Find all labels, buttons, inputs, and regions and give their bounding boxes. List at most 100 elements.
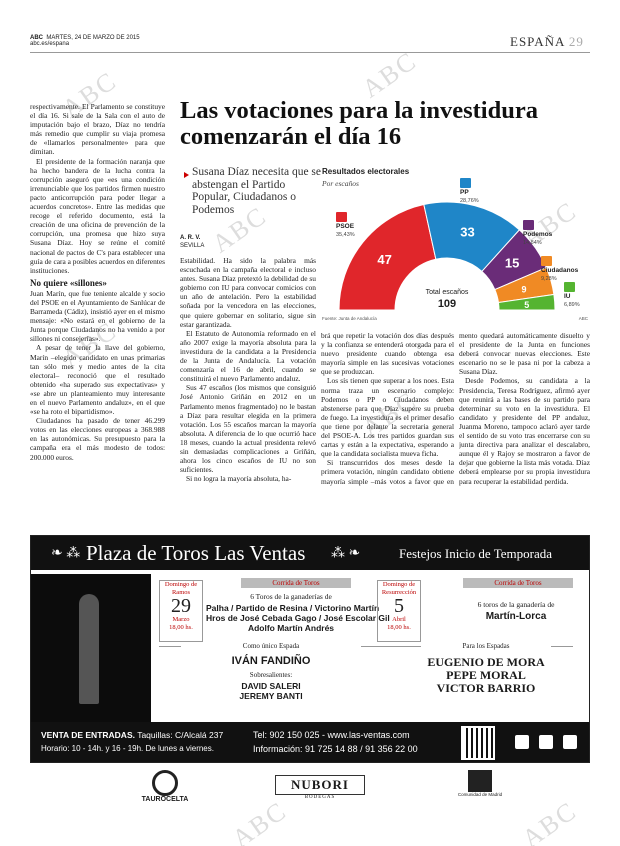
seat-arc (338, 203, 437, 311)
url: abc.es/espana (30, 41, 70, 47)
month: Marzo (172, 616, 190, 623)
article-column: Estabilidad. Ha sido la palabra más escu… (180, 256, 316, 486)
ranches: Palha / Partido de Resina / Victorino Ma… (206, 603, 390, 633)
seat-chart: Resultados electorales Por escaños Fuent… (321, 167, 589, 321)
paragraph: Si no logra la mayoría absoluta, ha- (186, 474, 292, 484)
ranch: Martín-Lorca (485, 611, 547, 622)
seat-label: 5 (524, 300, 529, 310)
party-share: 14,84% (523, 240, 542, 246)
time: 18,00 hs. (169, 623, 193, 631)
qr-code (461, 726, 495, 760)
bullfighter: IVÁN FANDIÑO (231, 655, 311, 667)
page-number: 29 (568, 34, 584, 49)
party-logo (460, 178, 471, 188)
bullfighters: EUGENIO DE MORA PEPE MORAL VICTOR BARRIO (391, 656, 581, 695)
party-share: 35,43% (336, 232, 355, 238)
rule (159, 646, 573, 647)
ornament: ⁂ ❧ (331, 546, 361, 561)
hours: Horario: 10 - 14h. y 16 - 19h. De lunes … (41, 744, 214, 753)
sponsor: Comunidad de Madrid (455, 770, 505, 797)
substitutes-label: Sobresalientes: (249, 671, 293, 679)
chart-subtitle: Por escaños (321, 179, 359, 188)
ornament: ❧ ⁂ (51, 546, 81, 561)
seat-label: 15 (505, 256, 519, 271)
party-share: 28,76% (460, 198, 479, 204)
seat-arc (497, 293, 556, 311)
event-kind: Corrida de Toros (463, 578, 573, 588)
ad-banner (31, 536, 589, 570)
rule (30, 52, 590, 53)
byline: A. R. V. SEVILLA (180, 234, 204, 250)
phone: Tel: 902 150 025 - www.las-ventas.com (253, 730, 410, 740)
paragraph: Si transcurridos dos meses desde la prim… (321, 458, 454, 486)
instagram-icon[interactable] (563, 735, 577, 749)
party-share: 9,28% (541, 276, 557, 282)
subhead: No quiere «sillones» (30, 277, 107, 288)
party-logo (564, 282, 575, 292)
left-column: respectivamente. El Parlamento se consti… (30, 102, 165, 484)
twitter-icon[interactable] (539, 735, 553, 749)
sponsor-name: TAUROCELTA (141, 796, 189, 803)
paragraph: El presidente de la formación naranja qu… (30, 156, 165, 275)
time: 18,00 hs. (387, 623, 411, 631)
article-column: mento quedará automáticamente disuelto y… (459, 331, 590, 486)
info: Información: 91 725 14 88 / 91 356 22 00 (253, 744, 418, 754)
ranch: Hros de José Cebada Gago / José Escolar … (206, 613, 390, 623)
headline: Las votaciones para la investidura comen… (180, 97, 538, 150)
substitute: DAVID SALERI (241, 681, 301, 691)
bullfighter-photo (31, 574, 151, 722)
substitute: JEREMY BANTI (239, 691, 303, 701)
paragraph: El Estatuto de Autonomía reformado en el… (180, 328, 316, 384)
party-name: Podemos (523, 231, 553, 238)
ad-tagline: Festejos Inicio de Temporada (399, 546, 553, 561)
section: ESPAÑA (510, 34, 565, 49)
seat-label: 9 (522, 284, 527, 294)
box-office: Taquillas: C/Alcalá 237 (137, 730, 224, 740)
month: Abril (392, 616, 406, 623)
paragraph: Sus 47 escaños (los mismos que consiguió… (180, 383, 316, 475)
role: Para los Espadas (421, 642, 551, 650)
watermark: ABC (516, 795, 583, 846)
date-box: Domingo de Resurrección 5 Abril 18,00 hs… (377, 580, 421, 642)
party-name: Ciudadanos (541, 267, 579, 274)
day-name: Domingo de Resurrección (381, 581, 417, 596)
ranch: Adolfo Martín Andrés (247, 623, 335, 633)
day: 5 (394, 595, 404, 617)
sponsor: NUBORI BODEGAS (275, 775, 365, 800)
tickets-line: VENTA DE ENTRADAS. Taquillas: C/Alcalá 2… (41, 730, 223, 740)
bullfighter: EUGENIO DE MORA (427, 655, 545, 669)
brand: ABC (30, 35, 43, 41)
bullet (184, 172, 189, 178)
bullfighter: PEPE MORAL (446, 668, 526, 682)
party-logo (523, 220, 534, 230)
party-logo (541, 256, 552, 266)
paragraph: brá que repetir la votación dos días des… (321, 331, 454, 377)
date: MARTES, 24 DE MARZO DE 2015 (46, 35, 140, 41)
sponsor-name: NUBORI (275, 775, 365, 795)
substitutes: DAVID SALERI JEREMY BANTI (181, 681, 361, 701)
sponsor: TAUROCELTA (130, 770, 200, 803)
day-name: Domingo de Ramos (164, 581, 198, 596)
source: Fuente: Junta de Andalucía (322, 316, 377, 321)
facebook-icon[interactable] (515, 735, 529, 749)
party-share: 6,89% (564, 302, 580, 308)
total-label: Total escaños (426, 289, 469, 296)
watermark: ABC (356, 45, 423, 104)
paragraph: Ciudadanos ha pasado de tener 46.299 vot… (30, 416, 165, 462)
credit: ABC (579, 316, 589, 321)
ad-footer: VENTA DE ENTRADAS. Taquillas: C/Alcalá 2… (31, 722, 589, 762)
seat-label: 33 (460, 225, 474, 240)
sponsor-sub: BODEGAS (304, 795, 336, 800)
party-logo (336, 212, 347, 222)
party-name: PP (460, 189, 469, 196)
day: 29 (171, 595, 191, 617)
subtitle: Susana Díaz necesita que se abstengan el… (192, 166, 322, 216)
article-column: brá que repetir la votación dos días des… (321, 331, 454, 486)
chart-title: Resultados electorales (322, 167, 410, 176)
date-box: Domingo de Ramos 29 Marzo 18,00 hs. (159, 580, 203, 642)
party-name: PSOE (336, 223, 355, 230)
ad-title: Plaza de Toros Las Ventas (86, 541, 306, 565)
total-value: 109 (438, 298, 456, 310)
sponsor-name: Comunidad de Madrid (457, 792, 503, 797)
